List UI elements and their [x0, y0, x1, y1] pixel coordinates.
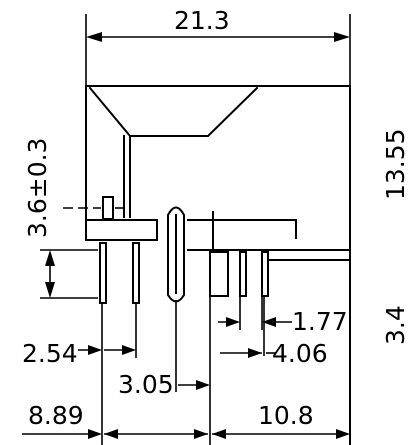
- bottom-span-dimensions: 8.89 10.8: [22, 401, 350, 439]
- pin-pitch-b-label: 4.06: [272, 339, 328, 368]
- overall-width-label: 21.3: [174, 6, 230, 35]
- pin-pitch-c-dimension: 2.54: [22, 303, 137, 445]
- post-offset-label: 3.05: [118, 370, 174, 399]
- left-span-label: 8.89: [28, 401, 84, 430]
- pin-pitch-b-dimension: 4.06: [209, 296, 328, 445]
- right-height-dimension: 3.4: [381, 305, 410, 345]
- pin-pitch-c-label: 2.54: [22, 339, 78, 368]
- overall-width-dimension: 21.3: [85, 6, 351, 86]
- overall-height-label: 13.55: [381, 128, 410, 200]
- connector-body: [85, 85, 351, 445]
- post-offset-dimension: 3.05: [118, 300, 210, 399]
- pin-pitch-a-label: 1.77: [292, 307, 348, 336]
- pin-offset-label: 3.6±0.3: [23, 138, 52, 238]
- right-height-label: 3.4: [381, 305, 410, 345]
- latch-window: [63, 196, 127, 220]
- pin-pitch-a-dimension: 1.77: [218, 296, 348, 336]
- overall-height-dimension: 13.55: [381, 128, 410, 200]
- pin-offset-dimension: 3.6±0.3: [23, 138, 98, 299]
- pins: [99, 206, 269, 304]
- right-span-label: 10.8: [258, 401, 314, 430]
